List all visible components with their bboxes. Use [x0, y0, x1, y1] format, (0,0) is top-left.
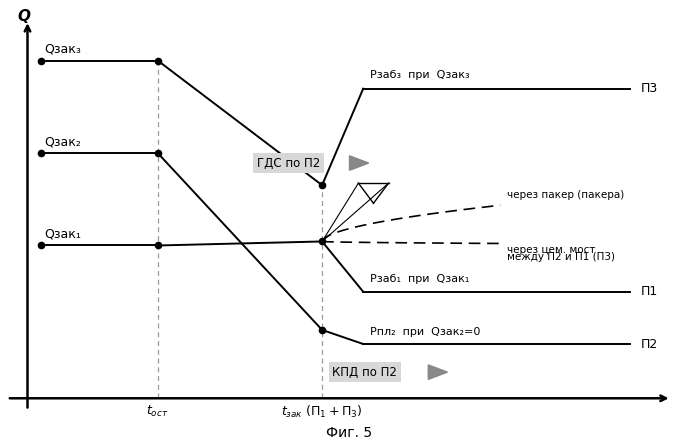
Polygon shape [428, 365, 447, 380]
Text: Qзак₃: Qзак₃ [45, 43, 82, 56]
Text: Qзак₁: Qзак₁ [45, 228, 82, 241]
Text: $t_{ост}$: $t_{ост}$ [147, 405, 169, 420]
Text: Π2: Π2 [641, 337, 658, 351]
Text: Qзак₂: Qзак₂ [45, 135, 82, 148]
Text: между Π2 и Π1 (Π3): между Π2 и Π1 (Π3) [507, 252, 615, 262]
Text: Pзаб₃  при  Qзак₃: Pзаб₃ при Qзак₃ [370, 70, 470, 80]
Text: Π3: Π3 [641, 82, 658, 95]
Text: через пакер (пакера): через пакер (пакера) [507, 190, 624, 200]
Text: Pзаб₁  при  Qзак₁: Pзаб₁ при Qзак₁ [370, 274, 470, 283]
Text: КПД по Π2: КПД по Π2 [332, 366, 397, 379]
Text: Π1: Π1 [641, 285, 658, 298]
Text: Q: Q [17, 9, 30, 24]
Text: $t_{зак}$ $(\Pi_1+\Pi_3)$: $t_{зак}$ $(\Pi_1+\Pi_3)$ [282, 405, 363, 421]
Text: Pпл₂  при  Qзак₂=0: Pпл₂ при Qзак₂=0 [370, 327, 480, 337]
Text: Фиг. 5: Фиг. 5 [326, 426, 373, 441]
Polygon shape [350, 156, 368, 170]
Text: ГДС по Π2: ГДС по Π2 [257, 157, 320, 170]
Text: через цем. мост: через цем. мост [507, 245, 596, 255]
